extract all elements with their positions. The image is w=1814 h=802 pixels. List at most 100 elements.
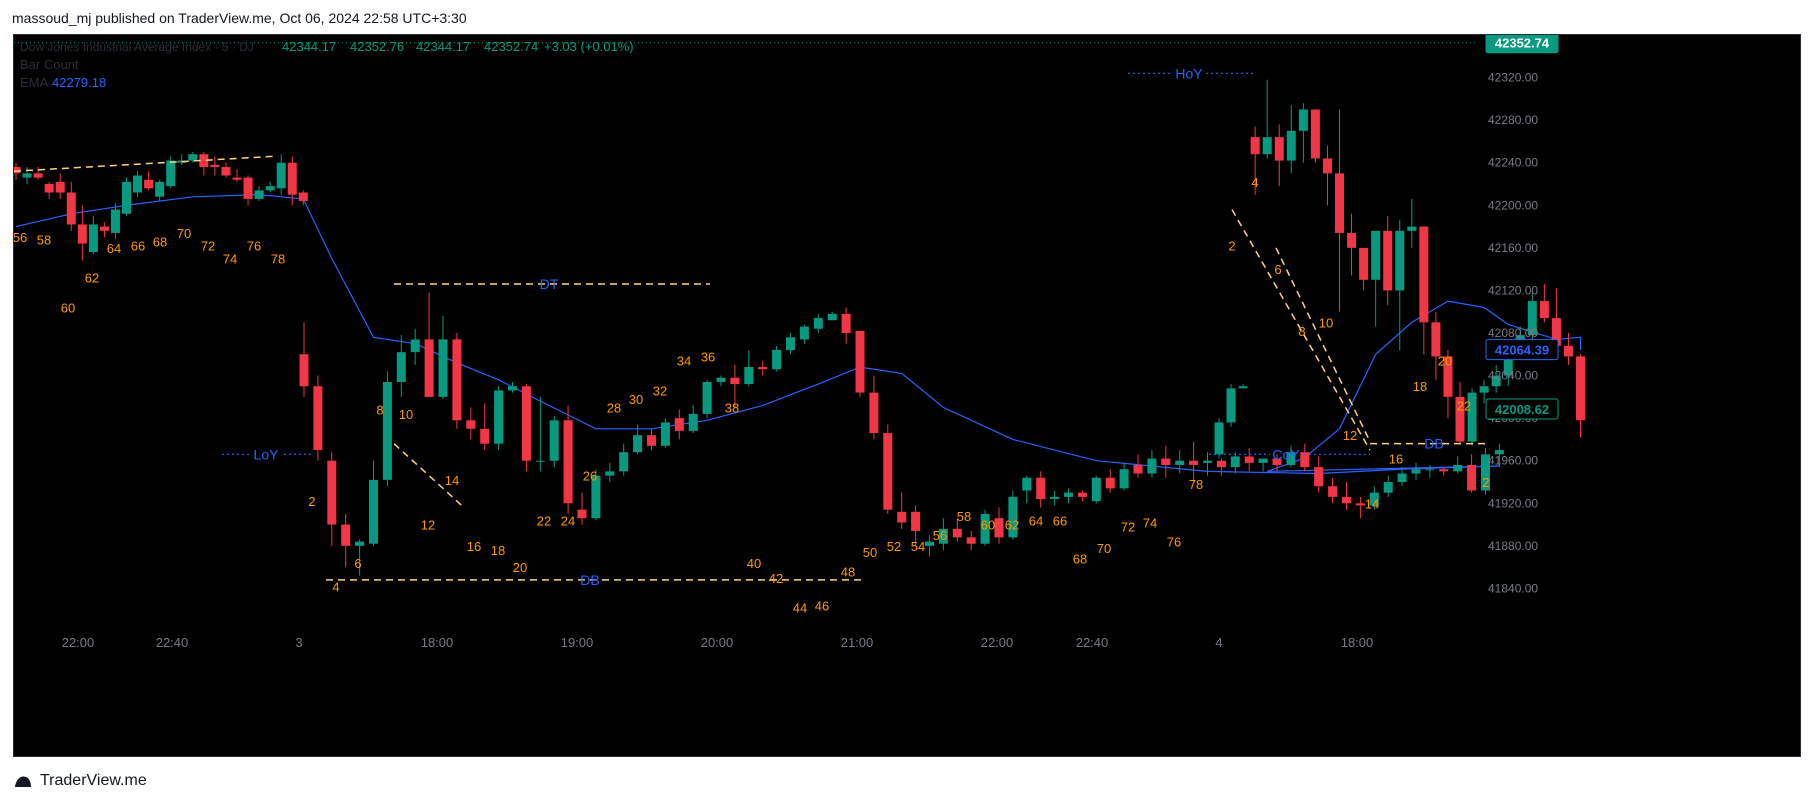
- candle: [1335, 109, 1344, 312]
- candle-body: [938, 528, 948, 544]
- candle-body: [1383, 482, 1393, 493]
- candle: [1189, 441, 1199, 482]
- candle-body: [980, 513, 990, 544]
- y-tick-label: 41840.00: [1488, 581, 1538, 595]
- candle: [799, 324, 809, 344]
- candle-body: [382, 381, 392, 480]
- ema-price-badge-bg: [1485, 339, 1559, 361]
- candle-body: [1359, 247, 1369, 280]
- candle-body: [1551, 318, 1561, 346]
- candle: [298, 190, 308, 206]
- x-tick-label: 3: [295, 635, 302, 650]
- candle-body: [110, 209, 120, 233]
- candle-body: [1238, 386, 1248, 389]
- candle-body: [77, 224, 87, 244]
- bar-count-label: 64: [1029, 513, 1043, 528]
- bar-count-label: 20: [1438, 354, 1452, 369]
- y-tick-label: 41880.00: [1488, 539, 1538, 553]
- candle: [1397, 467, 1407, 487]
- candle-body: [232, 177, 242, 180]
- footer-brand[interactable]: TraderView.me: [14, 770, 147, 792]
- trendline-top: [13, 155, 275, 172]
- candle: [1563, 333, 1573, 365]
- bar-count-label: 2: [1482, 475, 1489, 490]
- legend-high: 42352.76: [350, 39, 404, 54]
- bar-count-label: 34: [677, 354, 691, 369]
- bar-count-label: 56: [14, 230, 27, 245]
- candle-body: [688, 413, 698, 431]
- candle: [265, 181, 275, 193]
- candle: [786, 333, 795, 355]
- candle: [841, 307, 851, 344]
- candle: [1439, 467, 1449, 476]
- bar-count-label: 14: [1365, 496, 1379, 511]
- candle: [1342, 482, 1351, 510]
- candle-body: [1479, 386, 1489, 393]
- y-tick-label: 42040.00: [1488, 369, 1538, 383]
- legend-ema-value: 42279.18: [52, 75, 106, 90]
- candle: [1328, 477, 1338, 504]
- candle-body: [966, 537, 976, 544]
- bar-count-label: 50: [863, 545, 877, 560]
- candle: [994, 507, 1004, 544]
- candle: [1539, 284, 1549, 323]
- bar-count-label: 24: [561, 513, 575, 528]
- legend-ema-label: EMA: [20, 75, 49, 90]
- candle-body: [1286, 130, 1296, 161]
- candle: [1286, 105, 1296, 174]
- candle-body: [1314, 467, 1324, 487]
- x-tick-label: 22:40: [156, 635, 189, 650]
- candle-body: [1335, 173, 1344, 233]
- candle-body: [33, 173, 43, 178]
- candle-body: [841, 313, 851, 333]
- candle: [883, 424, 893, 514]
- traderview-logo-icon: [15, 776, 31, 787]
- candle: [1371, 230, 1381, 327]
- candle: [327, 452, 337, 546]
- candle: [980, 509, 990, 546]
- hoy-trendline-2: [1275, 247, 1371, 442]
- candle-body: [155, 181, 165, 197]
- legend-low: 42344.17: [416, 39, 470, 54]
- candle-body: [369, 479, 378, 544]
- candle: [1443, 350, 1453, 419]
- candle: [1347, 213, 1357, 276]
- candle-body: [605, 471, 615, 476]
- x-tick-label: 22:00: [62, 635, 95, 650]
- chart-panel[interactable]: HoY DT LoY DB CoY DB 56 58 60 62 64 66 68 70 72 74 76 78 2…: [11, 32, 1801, 757]
- footer-brand-label: TraderView.me: [40, 772, 147, 789]
- candle: [1214, 418, 1224, 459]
- candle-body: [1431, 322, 1441, 357]
- candle: [758, 360, 768, 376]
- candle-body: [199, 154, 209, 167]
- candle-body: [1189, 460, 1199, 465]
- candle: [1258, 458, 1268, 472]
- candle-body: [99, 226, 109, 231]
- candle: [952, 518, 962, 542]
- candle: [313, 375, 323, 461]
- candle-body: [1147, 458, 1157, 474]
- candle-body: [466, 420, 476, 429]
- candle: [122, 177, 131, 216]
- bar-count-label: 20: [513, 560, 527, 575]
- candle-body: [55, 181, 65, 193]
- cursor-price-badge: 42008.62: [1485, 398, 1559, 420]
- candle: [1310, 109, 1320, 163]
- candle-body: [563, 420, 573, 504]
- candle-body: [1064, 492, 1073, 497]
- candle-body: [1036, 477, 1046, 500]
- y-tick-label: 42240.00: [1488, 156, 1538, 170]
- candle-body: [327, 460, 337, 525]
- candle-body: [786, 337, 795, 351]
- candle-body: [716, 377, 726, 382]
- x-tick-label: 20:00: [701, 635, 734, 650]
- bar-count-label: 76: [1167, 535, 1181, 550]
- bar-count-label: 2: [308, 494, 315, 509]
- x-tick-label: 22:00: [981, 635, 1014, 650]
- bar-count-label: 52: [887, 539, 901, 554]
- candle-body: [591, 475, 601, 519]
- candle: [1091, 475, 1101, 504]
- candle-body: [744, 367, 754, 385]
- candle: [827, 311, 837, 321]
